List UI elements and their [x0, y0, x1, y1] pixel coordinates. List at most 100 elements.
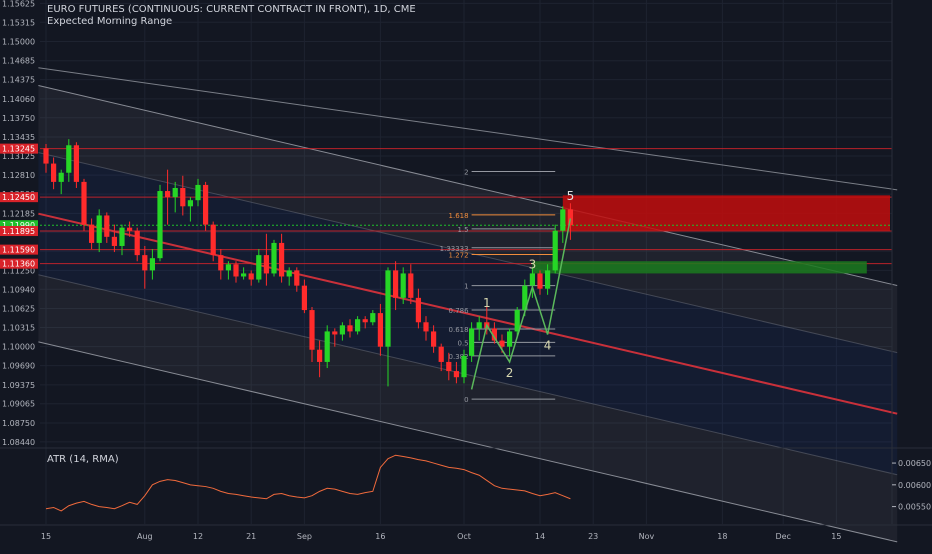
price-tick-label: 1.08750: [2, 419, 35, 428]
price-tick-label: 1.15315: [2, 18, 35, 27]
candle-body: [415, 297, 421, 323]
channel-line: [38, 341, 898, 543]
fib-level-label: 0.618: [449, 326, 469, 334]
candle-body: [385, 270, 391, 347]
candle-body: [461, 355, 467, 378]
channel-line: [38, 85, 898, 287]
time-tick-label: 18: [717, 532, 727, 541]
price-badge-label: 1.11360: [2, 260, 35, 269]
candle-body: [294, 270, 300, 286]
candle-body: [241, 273, 247, 277]
candle-body: [453, 371, 459, 378]
candle-body: [355, 319, 361, 332]
price-tick-label: 1.09375: [2, 381, 35, 390]
candle-body: [134, 230, 140, 256]
candle-body: [127, 227, 133, 231]
fib-level-label: 0.786: [449, 307, 470, 315]
channel-line: [38, 274, 898, 476]
candle-body: [203, 184, 209, 225]
candle-body: [438, 346, 444, 362]
candle-body: [339, 325, 345, 335]
candle-body: [263, 255, 269, 274]
candle-body: [545, 270, 551, 289]
price-tick-label: 1.09690: [2, 362, 35, 371]
candle-body: [514, 310, 520, 332]
candle-body: [301, 285, 307, 311]
time-tick-label: Dec: [775, 532, 790, 541]
atr-tick-label: 0.00550: [898, 503, 931, 512]
candle-body: [317, 349, 323, 362]
chart-title: EURO FUTURES (CONTINUOUS: CURRENT CONTRA…: [47, 4, 416, 15]
time-tick-label: 12: [193, 532, 203, 541]
price-badge-label: 1.11895: [2, 227, 35, 236]
candle-body: [233, 264, 239, 277]
channel-line: [38, 152, 898, 354]
candle-body: [66, 145, 72, 173]
price-badge: [0, 143, 38, 154]
time-tick-label: 21: [246, 532, 256, 541]
fib-level-label: 2: [464, 169, 468, 177]
atr-line: [45, 454, 571, 512]
lower-outer-band: [38, 274, 898, 542]
price-badge: [0, 258, 38, 269]
price-tick-label: 1.12810: [2, 171, 35, 180]
candle-body: [408, 273, 414, 298]
candle-body: [423, 322, 429, 332]
candle-body: [256, 255, 262, 280]
candle-body: [537, 273, 543, 289]
price-badge: [0, 220, 38, 231]
price-badge: [0, 244, 38, 255]
candle-body: [476, 322, 482, 329]
time-tick-label: 14: [535, 532, 545, 541]
time-tick-label: 15: [831, 532, 841, 541]
wave-label-3: 3: [529, 258, 537, 272]
candle-body: [104, 215, 110, 237]
candle-body: [370, 313, 376, 323]
candle-body: [165, 191, 171, 198]
outer-channel-line: [38, 67, 898, 191]
candle-body: [393, 270, 399, 298]
time-tick-label: 15: [41, 532, 51, 541]
candle-body: [377, 313, 383, 347]
wave-label-1: 1: [483, 296, 491, 310]
price-badge-label: 1.12450: [2, 193, 35, 202]
price-tick-label: 1.15000: [2, 38, 35, 47]
price-tick-label: 1.08440: [2, 438, 35, 447]
fib-level-label: 0: [464, 396, 468, 404]
candle-body: [218, 255, 224, 271]
candle-body: [96, 215, 102, 243]
candle-body: [180, 187, 186, 207]
price-tick-label: 1.13435: [2, 133, 35, 142]
candle-body: [81, 181, 87, 225]
price-tick-label: 1.13750: [2, 114, 35, 123]
candle-body: [347, 325, 353, 332]
regression-line: [38, 212, 898, 415]
candle-body: [157, 191, 163, 259]
fib-level-label: 0.5: [457, 339, 468, 347]
green-support-zone: [578, 261, 867, 274]
candle-body: [43, 148, 49, 164]
fib-level-label: 1.272: [449, 252, 469, 260]
price-tick-label: 1.10625: [2, 305, 35, 314]
candle-body: [142, 255, 148, 271]
candle-body: [286, 270, 292, 277]
candle-body: [248, 273, 254, 280]
price-tick-label: 1.09065: [2, 400, 35, 409]
atr-tick-label: 0.00600: [898, 481, 931, 490]
fib-level-label: 0.382: [449, 353, 469, 361]
candle-body: [119, 227, 125, 246]
candle-body: [431, 331, 437, 347]
time-tick-label: Aug: [137, 532, 153, 541]
candle-body: [51, 163, 57, 182]
candle-body: [195, 184, 201, 201]
price-badge: [0, 192, 38, 203]
candle-body: [507, 331, 513, 347]
candle-body: [225, 264, 231, 271]
elliott-wave-path: [470, 218, 572, 390]
price-tick-label: 1.15625: [2, 0, 35, 8]
upper-outer-band: [38, 85, 898, 353]
time-tick-label: 23: [588, 532, 598, 541]
